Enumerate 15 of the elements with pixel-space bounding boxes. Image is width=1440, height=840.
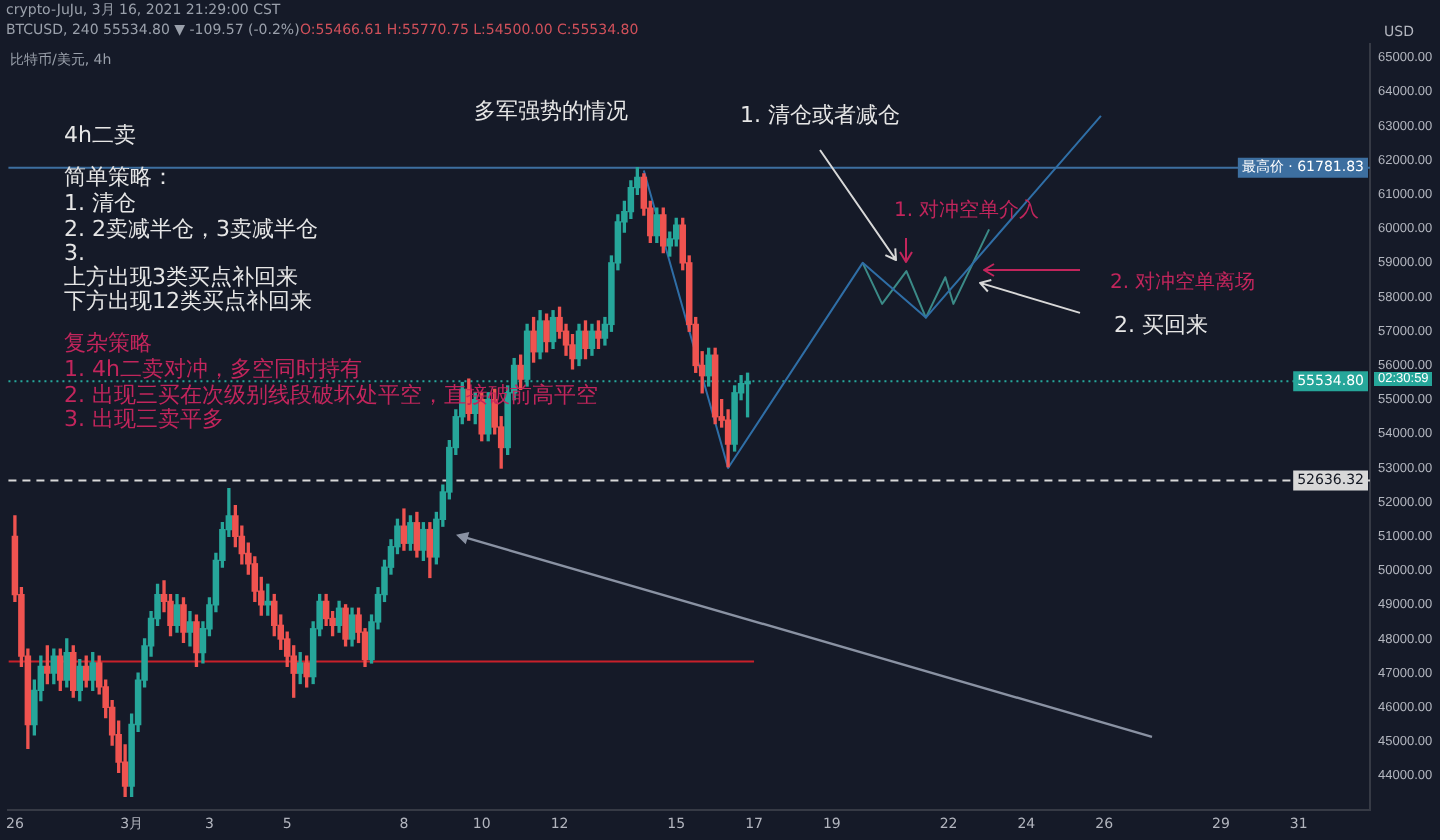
- annotation: 4h二卖: [64, 122, 136, 149]
- annotation: 3.: [64, 240, 85, 266]
- annotation: 2. 买回来: [1114, 312, 1208, 339]
- annotation: 2. 对冲空单离场: [1110, 272, 1256, 294]
- annotation: 复杂策略: [64, 330, 152, 357]
- annotation: 1. 4h二卖对冲，多空同时持有: [64, 356, 362, 383]
- annotation: 1. 清仓: [64, 190, 136, 217]
- annotation: 1. 清仓或者减仓: [740, 102, 900, 129]
- annotation: 简单策略：: [64, 164, 174, 191]
- annotation: 下方出现12类买点补回来: [64, 288, 312, 315]
- annotation: 多军强势的情况: [474, 98, 628, 125]
- annotation: 3. 出现三卖平多: [64, 406, 224, 433]
- annotation: 2. 2卖减半仓，3卖减半仓: [64, 216, 318, 243]
- annotation: 1. 对冲空单介入: [894, 200, 1040, 222]
- annotation: 上方出现3类买点补回来: [64, 264, 298, 290]
